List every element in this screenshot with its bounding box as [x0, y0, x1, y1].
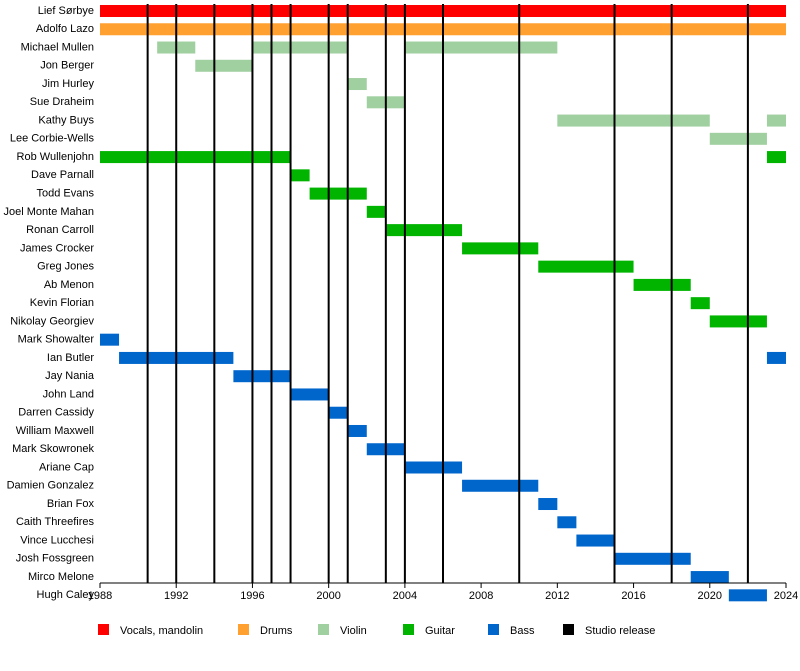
- member-label: Nikolay Georgiev: [10, 315, 94, 327]
- member-label: Josh Fossgreen: [16, 553, 94, 565]
- x-tick-label: 2004: [393, 590, 417, 602]
- x-tick-label: 2020: [698, 590, 722, 602]
- member-label: Jon Berger: [40, 60, 94, 72]
- member-label: Ab Menon: [44, 279, 94, 291]
- tenure-bar: [462, 479, 539, 492]
- tenure-bar: [195, 59, 253, 72]
- member-label: Vince Lucchesi: [20, 534, 94, 546]
- tenure-bar: [385, 224, 463, 237]
- legend-label: Vocals, mandolin: [120, 625, 203, 637]
- tenure-bar: [404, 461, 463, 474]
- member-label: Lee Corbie-Wells: [10, 133, 95, 145]
- tenure-bar: [309, 187, 367, 200]
- tenure-bar: [766, 114, 786, 127]
- member-label: John Land: [43, 388, 94, 400]
- x-tick-label: 2016: [621, 590, 645, 602]
- legend-label: Guitar: [425, 625, 455, 637]
- member-label: Jim Hurley: [42, 78, 94, 90]
- x-tick-label: 2008: [469, 590, 493, 602]
- tenure-bar: [633, 278, 691, 291]
- tenure-bar: [709, 315, 767, 328]
- tenure-bar: [728, 589, 767, 602]
- member-label: William Maxwell: [16, 425, 94, 437]
- tenure-bar: [614, 552, 691, 565]
- member-label: Damien Gonzalez: [7, 480, 94, 492]
- legend-swatch: [238, 624, 249, 635]
- member-label: Kevin Florian: [30, 297, 94, 309]
- legend-label: Studio release: [585, 625, 655, 637]
- tenure-bar: [100, 333, 120, 346]
- member-label: Dave Parnall: [31, 169, 94, 181]
- legend-swatch: [563, 624, 574, 635]
- tenure-bar: [538, 498, 558, 511]
- legend-swatch: [488, 624, 499, 635]
- legend-swatch: [403, 624, 414, 635]
- member-label: Ian Butler: [47, 352, 94, 364]
- member-label: Caith Threefires: [16, 516, 95, 528]
- tenure-bar: [538, 260, 634, 273]
- tenure-bar: [290, 169, 310, 182]
- x-tick-label: 1996: [240, 590, 264, 602]
- member-label: Michael Mullen: [21, 41, 94, 53]
- member-label: Ariane Cap: [39, 461, 94, 473]
- tenure-bar: [576, 534, 615, 547]
- x-tick-label: 1988: [88, 590, 112, 602]
- member-label: Lief Sørbye: [38, 5, 94, 17]
- member-label: Mirco Melone: [28, 571, 94, 583]
- tenure-bar: [404, 41, 558, 54]
- member-label: Ronan Carroll: [26, 224, 94, 236]
- tenure-bar: [290, 388, 329, 401]
- tenure-bar: [690, 297, 710, 310]
- member-label: Todd Evans: [37, 188, 95, 200]
- tenure-bar: [252, 41, 348, 54]
- legend-swatch: [318, 624, 329, 635]
- tenure-bar: [690, 571, 729, 584]
- tenure-bar: [709, 132, 767, 145]
- member-label: Mark Showalter: [18, 334, 95, 346]
- tenure-bar: [366, 205, 386, 218]
- tenure-bar: [347, 424, 367, 437]
- member-label: Rob Wullenjohn: [17, 151, 94, 163]
- member-label: Kathy Buys: [38, 114, 94, 126]
- legend-label: Drums: [260, 625, 293, 637]
- x-tick-label: 2012: [545, 590, 569, 602]
- tenure-bar: [557, 516, 577, 529]
- tenure-bar: [462, 242, 539, 255]
- legend-swatch: [98, 624, 109, 635]
- member-label: Hugh Caley: [37, 589, 95, 601]
- legend-label: Bass: [510, 625, 535, 637]
- tenure-bar: [347, 78, 367, 91]
- x-tick-label: 2000: [316, 590, 340, 602]
- tenure-bar: [100, 151, 291, 164]
- member-label: Mark Skowronek: [12, 443, 94, 455]
- member-label: Sue Draheim: [30, 96, 94, 108]
- member-label: Darren Cassidy: [18, 407, 94, 419]
- legend-label: Violin: [340, 625, 367, 637]
- x-tick-label: 2024: [774, 590, 798, 602]
- member-label: Joel Monte Mahan: [4, 206, 95, 218]
- member-label: Greg Jones: [37, 261, 94, 273]
- x-tick-label: 1992: [164, 590, 188, 602]
- member-label: Brian Fox: [47, 498, 95, 510]
- tenure-bar: [557, 114, 710, 127]
- member-label: Adolfo Lazo: [36, 23, 94, 35]
- tenure-bar: [766, 151, 786, 164]
- member-label: James Crocker: [20, 242, 94, 254]
- member-label: Jay Nania: [45, 370, 95, 382]
- tenure-bar: [233, 370, 291, 383]
- tenure-bar: [766, 351, 786, 364]
- tenure-bar: [328, 406, 348, 419]
